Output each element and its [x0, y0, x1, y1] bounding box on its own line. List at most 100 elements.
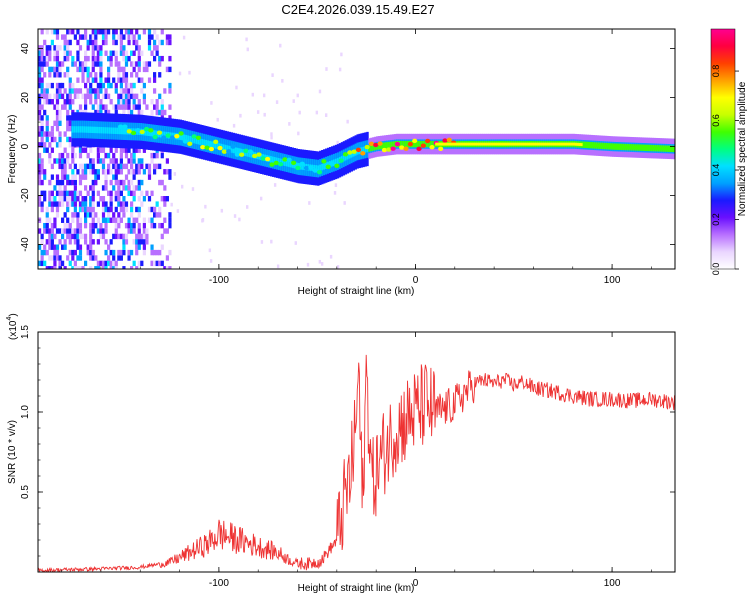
- spectrogram-cell: [122, 72, 126, 78]
- spectrogram-cell: [38, 109, 42, 116]
- spectrogram-cell: [127, 147, 131, 153]
- spectrogram-cell: [40, 179, 44, 186]
- spectrogram-cell: [96, 55, 100, 62]
- spectrogram-cell: [81, 169, 85, 175]
- y-tick-label: 0.5: [20, 485, 31, 499]
- ridge-line: [627, 145, 631, 149]
- ridge-band-core: [260, 153, 263, 161]
- ridge-band-core: [323, 163, 326, 170]
- spectrogram-cell: [50, 244, 54, 250]
- spectrogram-cell: [150, 249, 154, 256]
- spectrogram-cell: [101, 39, 106, 46]
- spectrogram-cell: [38, 163, 42, 170]
- spectrogram-cell: [147, 196, 152, 202]
- spectrogram-cell: [99, 55, 103, 62]
- spectrogram-cell: [53, 45, 57, 51]
- spectrogram-cell: [40, 45, 44, 51]
- spectrogram-cell: [61, 61, 65, 67]
- spectrogram-cell: [137, 55, 141, 62]
- spectrogram-cell: [53, 55, 57, 62]
- ridge-line: [498, 142, 501, 146]
- ridge-line: [539, 142, 542, 146]
- spectrogram-cell: [127, 249, 131, 256]
- ridge-band-core: [75, 126, 78, 133]
- spectrogram-cell: [53, 222, 57, 229]
- spectrogram-cell: [58, 109, 62, 116]
- spectrogram-cell: [40, 29, 44, 35]
- ridge-line: [470, 142, 473, 146]
- spectrogram-cell: [132, 50, 136, 56]
- y-tick-label: 0: [20, 143, 31, 149]
- spectrogram-cell: [99, 99, 103, 105]
- spectrogram-cell: [104, 109, 108, 116]
- x-tick-label: -100: [209, 578, 229, 589]
- spectrogram-cell: [58, 82, 62, 89]
- ridge-peak: [442, 138, 448, 143]
- spectrogram-cell: [58, 266, 62, 269]
- ridge-peak: [425, 138, 431, 144]
- spectrogram-cell: [104, 239, 108, 245]
- spectrogram-cell: [61, 174, 65, 180]
- ridge-band-core: [104, 127, 108, 134]
- spectrogram-cell: [132, 66, 136, 73]
- spectrogram-cell: [66, 136, 70, 143]
- spectrogram-ridge: [71, 112, 675, 186]
- spectrogram-cell: [104, 260, 108, 267]
- spectrogram-cell: [324, 113, 328, 117]
- spectrogram-cell: [61, 82, 65, 89]
- spectrogram-cell: [76, 212, 80, 218]
- spectrogram-cell: [140, 50, 144, 56]
- spectrogram-cell: [81, 233, 85, 240]
- spectrogram-cell: [61, 201, 65, 207]
- ridge-peak: [139, 129, 145, 135]
- spectrogram-cell: [107, 55, 111, 62]
- spectrogram-cell: [137, 196, 141, 202]
- spectrogram-cell: [45, 147, 49, 153]
- spectrogram-cell: [73, 228, 77, 234]
- ridge-band-core: [183, 134, 186, 141]
- ridge-band-core: [179, 133, 182, 140]
- ridge-band-core: [150, 129, 153, 137]
- spectrogram-cell: [109, 239, 113, 245]
- ridge-band-core: [153, 130, 157, 137]
- spectrogram-cell: [76, 77, 80, 83]
- spectrogram-cell: [91, 39, 95, 46]
- spectrogram-cell: [81, 77, 85, 83]
- ridge-band-core: [240, 148, 243, 156]
- ridge-band-core: [148, 129, 151, 137]
- ridge-peak: [416, 146, 422, 152]
- spectrogram-cell: [163, 196, 167, 202]
- spectrogram-cell: [48, 190, 52, 197]
- ridge-line: [604, 144, 607, 148]
- spectrogram-cell: [55, 120, 60, 126]
- spectrogram-cell: [96, 217, 100, 223]
- spectrogram-cell: [140, 77, 144, 83]
- ridge-band-core: [83, 126, 86, 133]
- spectrogram-cell: [43, 174, 47, 180]
- spectrogram-x-axis-label: Height of straight line (km): [298, 286, 415, 297]
- spectrogram-cell: [89, 228, 93, 234]
- spectrogram-cell: [104, 88, 108, 94]
- spectrogram-cell: [135, 169, 139, 175]
- spectrogram-cell: [160, 260, 164, 267]
- spectrogram-cell: [58, 179, 62, 186]
- spectrogram-cell: [40, 61, 44, 67]
- spectrogram-cell: [270, 239, 273, 244]
- spectrogram-cell: [45, 131, 49, 137]
- spectrogram-cell: [124, 206, 129, 213]
- spectrogram-cell: [112, 255, 116, 261]
- spectrogram-cell: [40, 104, 44, 110]
- spectrogram-cell: [76, 228, 80, 234]
- ridge-line: [435, 142, 438, 146]
- ridge-line: [621, 145, 625, 149]
- spectrogram-cell: [147, 169, 152, 175]
- spectrogram-cell: [91, 34, 95, 40]
- spectrogram-cell: [140, 158, 144, 164]
- ridge-peak: [156, 130, 163, 135]
- ridge-line: [564, 142, 568, 146]
- spectrogram-cell: [155, 249, 159, 256]
- ridge-peak: [230, 144, 236, 149]
- spectrogram-cell: [124, 72, 129, 78]
- spectrogram-cell: [132, 196, 136, 202]
- spectrogram-cell: [66, 29, 70, 35]
